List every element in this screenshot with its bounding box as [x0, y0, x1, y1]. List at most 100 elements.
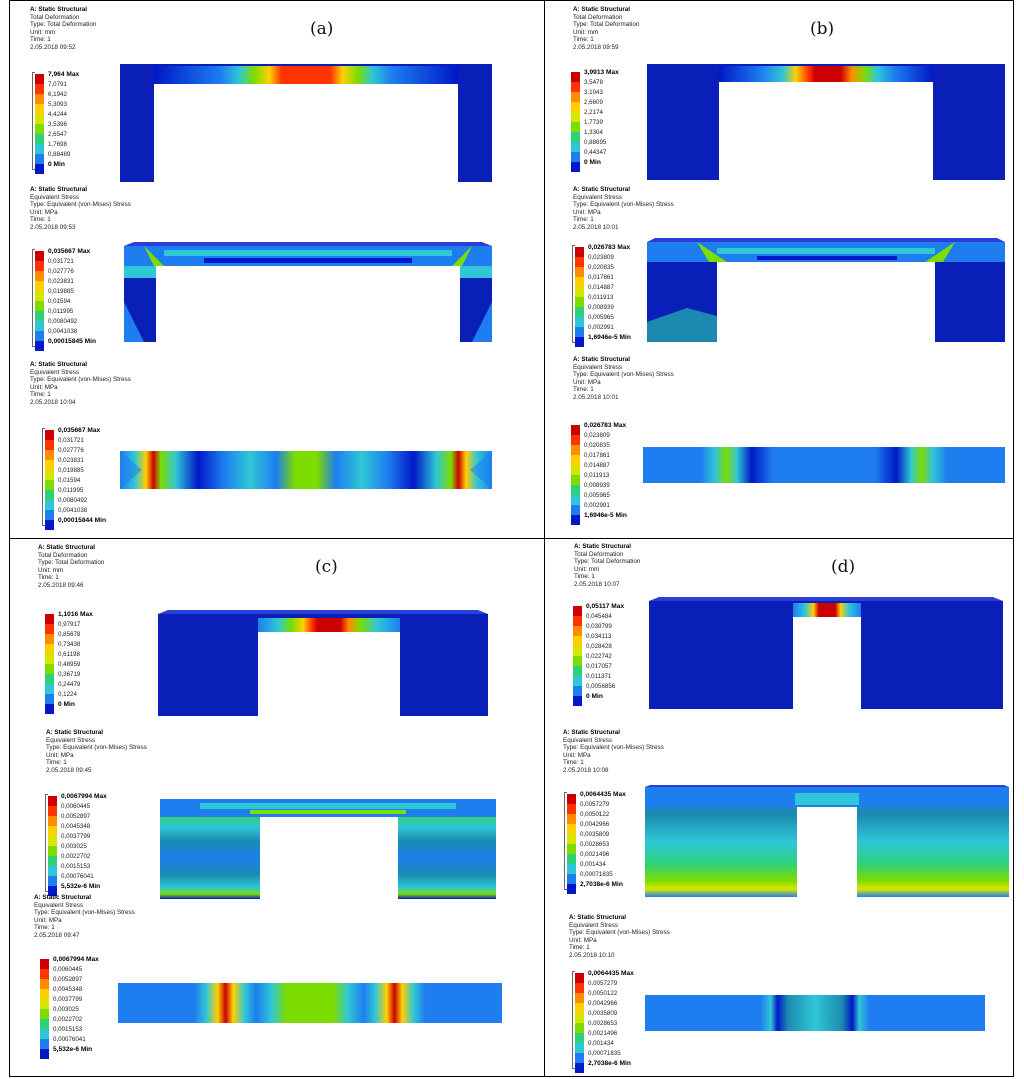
result-header: A: Static Structural Equivalent Stress T…	[30, 361, 131, 407]
color-swatch	[575, 1063, 584, 1073]
color-swatch	[575, 337, 584, 347]
color-scale-bar	[45, 614, 54, 714]
legend-label: 0,031721	[48, 258, 74, 265]
legend-label: 0,0021496	[588, 1030, 617, 1037]
color-swatch	[567, 874, 576, 884]
legend-label: 0,005965	[584, 492, 610, 499]
panel-b-label: (b)	[810, 19, 834, 39]
result-header: A: Static Structural Equivalent Stress T…	[563, 729, 664, 775]
color-swatch	[575, 297, 584, 307]
header-line: Type: Equivalent (von-Mises) Stress	[30, 376, 131, 384]
legend-label: 0,011371	[586, 673, 611, 680]
color-swatch	[567, 794, 576, 804]
color-swatch	[45, 490, 54, 500]
header-line: Time: 1	[46, 759, 147, 767]
header-line: Type: Equivalent (von-Mises) Stress	[46, 744, 147, 752]
legend-label: 0,001434	[580, 861, 606, 868]
color-scale-bar	[35, 74, 44, 174]
color-swatch	[35, 271, 44, 281]
legend-label: 3,5478	[584, 79, 603, 86]
color-swatch	[35, 104, 44, 114]
color-swatch	[45, 470, 54, 480]
result-header: A: Static Structural Equivalent Stress T…	[30, 186, 131, 232]
legend-label: 0,0080492	[48, 318, 77, 325]
header-line: A: Static Structural	[563, 729, 664, 737]
legend-label: 0 Min	[584, 159, 601, 166]
legend-label: 2,2174	[584, 109, 603, 116]
legend-label: 0,011913	[588, 294, 613, 301]
header-line: Unit: MPa	[30, 209, 131, 217]
color-swatch	[571, 162, 580, 172]
legend-label: 0,011913	[584, 472, 609, 479]
legend-label: 0,0028653	[588, 1020, 617, 1027]
result-header: A: Static Structural Equivalent Stress T…	[569, 914, 670, 960]
color-swatch	[48, 866, 57, 876]
header-line: Total Deformation	[574, 551, 640, 559]
header-line: 2.05.2018 09:52	[30, 44, 96, 52]
fe-model	[158, 610, 488, 716]
header-line: Time: 1	[573, 386, 674, 394]
legend-label: 0,0021496	[580, 851, 609, 858]
legend-label: 0,017057	[586, 663, 612, 670]
legend-label: 0,0080492	[58, 497, 87, 504]
header-line: Time: 1	[38, 574, 104, 582]
header-line: Type: Total Deformation	[574, 558, 640, 566]
header-line: Equivalent Stress	[569, 922, 670, 930]
legend-label: 0,1224	[58, 691, 77, 698]
panel-d-label: (d)	[831, 557, 855, 577]
legend-label: 0,0041038	[58, 507, 87, 514]
color-swatch	[48, 846, 57, 856]
legend-label: 0,97917	[58, 621, 80, 628]
legend-label: 0,0042966	[580, 821, 609, 828]
legend-label: 0,0045348	[61, 823, 90, 830]
color-swatch	[571, 142, 580, 152]
legend-label: 0,0037799	[53, 996, 82, 1003]
header-line: 2.05.2018 10:10	[569, 952, 670, 960]
fe-model	[124, 242, 492, 342]
legend-label: 0,035667 Max	[48, 248, 90, 255]
color-swatch	[567, 834, 576, 844]
header-line: Type: Total Deformation	[38, 559, 104, 567]
panel-c-label: (c)	[315, 557, 338, 577]
header-line: Unit: mm	[30, 29, 96, 37]
color-swatch	[35, 311, 44, 321]
result-header: A: Static Structural Total Deformation T…	[574, 543, 640, 589]
legend-label: 0,0057279	[588, 980, 617, 987]
legend-label: 0,0060445	[53, 966, 82, 973]
legend-label: 0,0064435 Max	[588, 970, 634, 977]
legend-label: 0,36719	[58, 671, 80, 678]
legend-label: 0,014887	[588, 284, 614, 291]
color-swatch	[48, 796, 57, 806]
legend-label: 0,0050122	[588, 990, 617, 997]
stress-frame-contour	[647, 238, 1005, 342]
color-swatch	[48, 856, 57, 866]
color-swatch	[573, 696, 582, 706]
legend-label: 1,7739	[584, 119, 603, 126]
header-line: 2.05.2018 10:08	[563, 767, 664, 775]
header-line: Time: 1	[30, 216, 131, 224]
legend-label: 3,5396	[48, 121, 67, 128]
legend-label: 0,0015153	[61, 863, 90, 870]
header-line: Unit: MPa	[573, 379, 674, 387]
color-swatch	[40, 1049, 49, 1059]
color-scale-bar	[45, 430, 54, 530]
color-swatch	[40, 969, 49, 979]
header-line: Time: 1	[573, 216, 674, 224]
color-legend: 7,964 Max 7,0791 6,1942 5,3093 4,4244 3,…	[35, 71, 125, 171]
header-line: Unit: mm	[574, 566, 640, 574]
color-swatch	[35, 134, 44, 144]
legend-label: 4,4244	[48, 111, 67, 118]
header-line: Equivalent Stress	[30, 194, 131, 202]
color-legend: 0,035667 Max 0,031721 0,027776 0,023831 …	[35, 248, 125, 348]
color-swatch	[567, 824, 576, 834]
legend-label: 6,1942	[48, 91, 67, 98]
legend-label: 0,0050122	[580, 811, 609, 818]
legend-label: 0,028428	[586, 643, 612, 650]
color-scale-bar	[575, 973, 584, 1073]
header-line: Total Deformation	[30, 14, 96, 22]
color-swatch	[35, 341, 44, 351]
legend-label: 0,023831	[58, 457, 84, 464]
header-line: Unit: MPa	[569, 937, 670, 945]
color-swatch	[575, 307, 584, 317]
